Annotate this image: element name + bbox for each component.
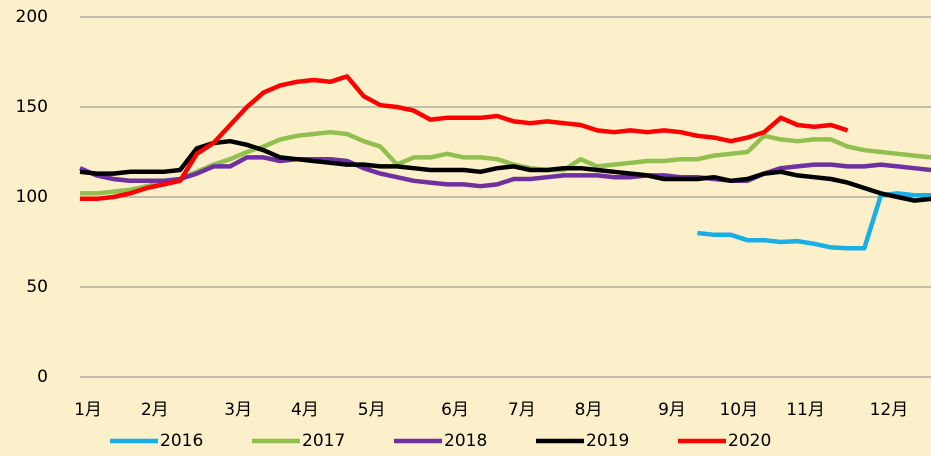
y-tick-label: 100: [16, 187, 48, 207]
series-line: [79, 155, 931, 189]
x-tick-label: 4月: [291, 400, 319, 420]
legend-label: 2017: [302, 431, 345, 451]
legend-label: 2018: [444, 431, 487, 451]
legend-label: 2016: [160, 431, 203, 451]
x-tick-label: 1月: [74, 400, 102, 420]
x-tick-label: 9月: [658, 400, 686, 420]
series-line: [79, 138, 931, 203]
x-tick-label: 2月: [141, 400, 169, 420]
series-line: [697, 191, 931, 251]
legend-label: 2020: [728, 431, 771, 451]
y-tick-label: 50: [26, 277, 48, 297]
x-tick-label: 10月: [719, 400, 758, 420]
legend-label: 2019: [586, 431, 629, 451]
series-line: [80, 74, 849, 202]
series-line: [80, 129, 931, 196]
y-tick-label: 0: [37, 367, 48, 387]
x-tick-label: 5月: [358, 400, 386, 420]
x-tick-label: 8月: [575, 400, 603, 420]
x-tick-label: 6月: [441, 400, 469, 420]
y-tick-label: 200: [16, 7, 48, 27]
x-tick-label: 7月: [508, 400, 536, 420]
x-tick-label: 11月: [786, 400, 825, 420]
y-tick-label: 150: [16, 97, 48, 117]
x-tick-label: 3月: [224, 400, 252, 420]
x-tick-label: 12月: [870, 400, 909, 420]
